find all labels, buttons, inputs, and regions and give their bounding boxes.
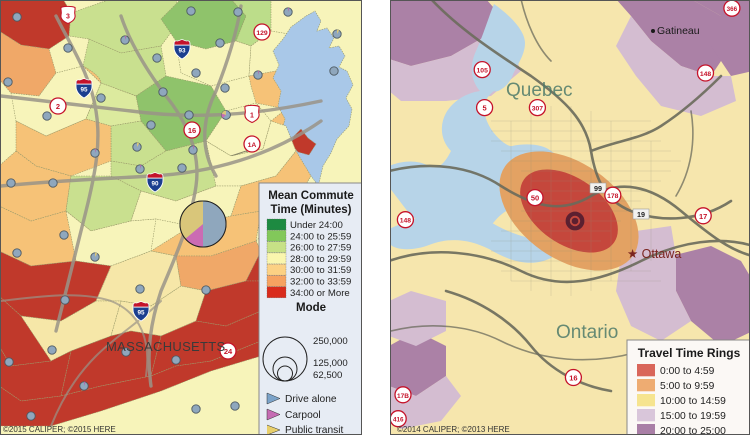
svg-text:148: 148 [700,71,712,78]
svg-text:17: 17 [699,212,707,221]
svg-text:Mean Commute: Mean Commute [268,190,354,202]
svg-text:1: 1 [250,113,254,120]
svg-text:Drive alone: Drive alone [285,394,337,405]
svg-text:178: 178 [607,193,619,200]
svg-text:5:00 to 9:59: 5:00 to 9:59 [660,381,715,392]
svg-text:Mode: Mode [296,302,326,314]
svg-text:Gatineau: Gatineau [657,25,700,37]
svg-text:366: 366 [727,6,738,13]
svg-text:2: 2 [56,102,60,111]
svg-text:93: 93 [178,48,186,55]
svg-text:Travel Time Rings: Travel Time Rings [638,346,741,360]
svg-text:26:00 to 27:59: 26:00 to 27:59 [290,243,351,254]
svg-text:Ontario: Ontario [556,322,618,343]
svg-text:17B: 17B [397,393,409,400]
svg-text:28:00 to 29:59: 28:00 to 29:59 [290,254,351,265]
svg-text:250,000: 250,000 [313,336,348,347]
svg-text:416: 416 [393,417,404,424]
svg-text:307: 307 [532,106,544,113]
svg-text:34:00 or More: 34:00 or More [290,288,350,299]
svg-text:24:00 to 25:59: 24:00 to 25:59 [290,231,351,242]
svg-text:20:00 to 25:00: 20:00 to 25:00 [660,426,726,435]
svg-text:95: 95 [80,87,88,94]
svg-text:Quebec: Quebec [506,80,573,101]
svg-text:Carpool: Carpool [285,410,321,421]
svg-text:19: 19 [637,210,645,219]
svg-text:16: 16 [569,374,577,383]
svg-text:★ Ottawa: ★ Ottawa [627,247,681,261]
svg-text:148: 148 [400,218,412,225]
svg-text:Time (Minutes): Time (Minutes) [271,204,352,216]
svg-text:16: 16 [188,126,196,135]
svg-text:15:00 to 19:59: 15:00 to 19:59 [660,411,726,422]
svg-text:3: 3 [66,14,70,21]
svg-text:©2014 CALIPER; ©2013 HERE: ©2014 CALIPER; ©2013 HERE [397,425,510,434]
svg-text:125,000: 125,000 [313,358,348,369]
svg-text:Under 24:00: Under 24:00 [290,220,343,231]
svg-text:0:00 to 4:59: 0:00 to 4:59 [660,366,715,377]
svg-text:1A: 1A [248,142,257,149]
svg-text:5: 5 [483,104,487,113]
svg-text:10:00 to 14:59: 10:00 to 14:59 [660,396,726,407]
svg-text:90: 90 [151,181,159,188]
svg-text:©2015 CALIPER; ©2015 HERE: ©2015 CALIPER; ©2015 HERE [3,425,116,434]
svg-text:99: 99 [594,184,602,193]
svg-text:50: 50 [531,194,539,203]
svg-text:62,500: 62,500 [313,370,342,381]
svg-text:95: 95 [137,310,145,317]
svg-text:30:00 to 31:59: 30:00 to 31:59 [290,265,351,276]
svg-text:Public transit: Public transit [285,425,343,435]
svg-text:105: 105 [477,68,489,75]
svg-text:32:00 to 33:59: 32:00 to 33:59 [290,277,351,288]
svg-text:MASSACHUSETTS: MASSACHUSETTS [106,339,226,354]
svg-text:129: 129 [256,30,268,37]
